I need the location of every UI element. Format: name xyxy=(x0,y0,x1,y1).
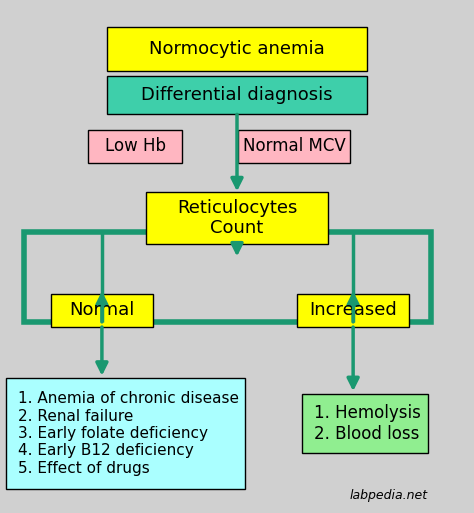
FancyBboxPatch shape xyxy=(107,27,367,70)
Text: Normal: Normal xyxy=(69,301,135,320)
FancyBboxPatch shape xyxy=(107,76,367,114)
Text: Increased: Increased xyxy=(309,301,397,320)
Text: Differential diagnosis: Differential diagnosis xyxy=(141,86,333,104)
Text: 1. Hemolysis
2. Blood loss: 1. Hemolysis 2. Blood loss xyxy=(314,404,421,443)
Text: Normocytic anemia: Normocytic anemia xyxy=(149,40,325,58)
FancyBboxPatch shape xyxy=(146,192,328,244)
Text: 1. Anemia of chronic disease
2. Renal failure
3. Early folate deficiency
4. Earl: 1. Anemia of chronic disease 2. Renal fa… xyxy=(18,391,239,476)
Text: Low Hb: Low Hb xyxy=(105,137,165,155)
FancyBboxPatch shape xyxy=(88,129,182,163)
Text: labpedia.net: labpedia.net xyxy=(350,489,428,502)
Text: Normal MCV: Normal MCV xyxy=(243,137,345,155)
FancyBboxPatch shape xyxy=(238,129,349,163)
FancyBboxPatch shape xyxy=(298,293,409,327)
FancyBboxPatch shape xyxy=(302,394,428,453)
FancyBboxPatch shape xyxy=(51,293,153,327)
FancyBboxPatch shape xyxy=(6,379,246,488)
Text: Reticulocytes
Count: Reticulocytes Count xyxy=(177,199,297,238)
